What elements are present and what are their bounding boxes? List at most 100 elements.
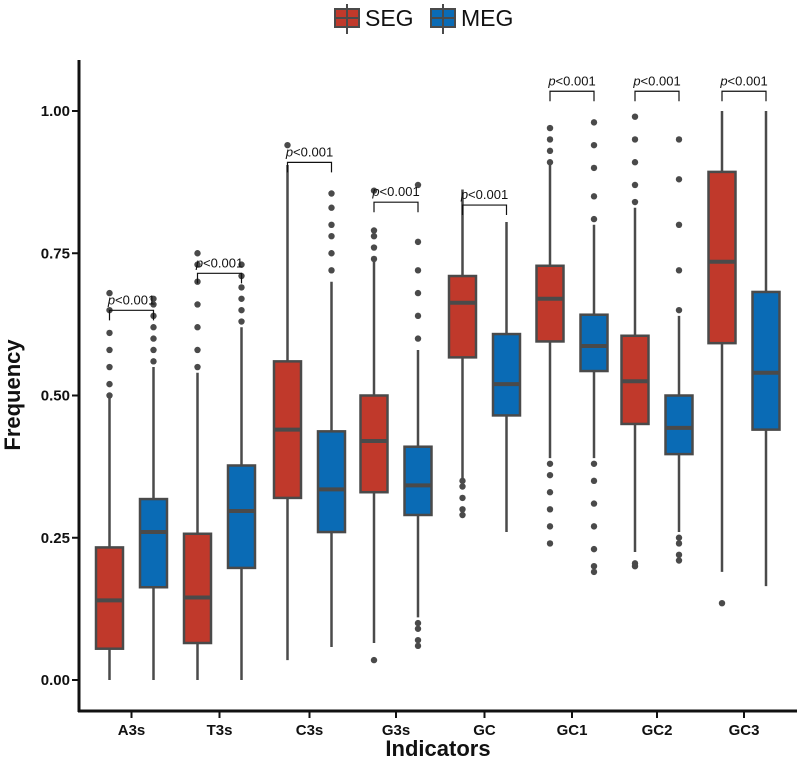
outlier-point <box>590 523 598 530</box>
box-body <box>316 430 347 534</box>
outlier-point <box>590 215 598 223</box>
box-body <box>447 274 478 359</box>
outlier-point <box>675 306 683 314</box>
outlier-point <box>546 523 554 530</box>
outlier-point <box>590 477 598 485</box>
seg-box-gc3 <box>707 111 737 607</box>
outlier-point <box>459 494 466 502</box>
outlier-point <box>675 557 683 564</box>
x-tick-label: A3s <box>118 722 146 739</box>
outlier-point <box>106 329 113 337</box>
outlier-point <box>106 392 113 399</box>
significance-bracket: p<0.001 <box>107 292 155 321</box>
significance-bracket: p<0.001 <box>285 144 333 173</box>
y-axis-title: Frequency <box>0 339 25 451</box>
outlier-point <box>546 506 554 513</box>
significance-bracket: p<0.001 <box>371 184 420 213</box>
outlier-point <box>414 238 422 246</box>
bracket-line <box>461 204 508 216</box>
bracket-line <box>373 201 419 213</box>
outlier-point <box>590 563 598 570</box>
seg-box-gc2 <box>620 113 650 570</box>
seg-box-gc1 <box>535 124 565 547</box>
legend-item-seg: SEG <box>334 4 414 34</box>
outlier-point <box>414 642 422 650</box>
significance-bracket: p<0.001 <box>460 187 508 216</box>
x-tick-label: GC2 <box>642 722 673 739</box>
significance-bracket: p<0.001 <box>632 73 681 102</box>
outlier-point <box>150 335 157 342</box>
outlier-point <box>150 358 157 365</box>
outlier-point <box>194 261 201 268</box>
outlier-point <box>459 511 466 519</box>
meg-box-t3s <box>226 261 257 680</box>
outlier-point <box>150 301 157 308</box>
outlier-point <box>675 176 683 183</box>
x-tick-label: GC3 <box>729 722 760 739</box>
outlier-point <box>106 363 113 371</box>
significance-bracket: p<0.001 <box>547 73 596 102</box>
outlier-point <box>106 346 113 354</box>
outlier-point <box>631 113 639 120</box>
x-axis-title: Indicators <box>385 736 490 761</box>
outlier-point <box>546 159 554 166</box>
outlier-point <box>328 267 335 274</box>
outlier-point <box>675 267 683 274</box>
box-body <box>226 464 257 570</box>
outlier-point <box>328 221 335 228</box>
box-body <box>491 332 522 417</box>
legend-label-seg: SEG <box>365 4 414 31</box>
meg-box-gc2 <box>664 136 694 564</box>
outlier-point <box>631 560 639 567</box>
seg-box-t3s <box>182 250 213 680</box>
outlier-point <box>150 346 157 354</box>
outlier-point <box>194 346 201 354</box>
legend-key-meg <box>430 4 456 34</box>
outlier-point <box>590 193 598 200</box>
outlier-point <box>590 164 598 172</box>
outlier-point <box>590 568 598 576</box>
x-tick-label: GC1 <box>557 722 588 739</box>
bracket-line <box>721 90 767 102</box>
outlier-point <box>370 656 378 664</box>
outlier-point <box>370 187 378 194</box>
significance-bracket: p<0.001 <box>195 255 243 284</box>
outlier-point <box>590 119 598 126</box>
bracket-line <box>549 90 595 102</box>
outlier-point <box>284 141 291 149</box>
legend-item-meg: MEG <box>430 4 514 34</box>
outlier-point <box>459 477 466 485</box>
outlier-point <box>675 540 683 547</box>
outlier-point <box>414 181 422 189</box>
outlier-point <box>238 306 245 314</box>
outlier-point <box>370 232 378 240</box>
outlier-point <box>194 324 201 331</box>
outlier-point <box>718 599 726 607</box>
bracket-line <box>634 90 680 102</box>
p-value-label: p<0.001 <box>285 144 333 159</box>
box-body <box>359 394 389 494</box>
outlier-point <box>414 625 422 632</box>
box-body <box>94 546 125 650</box>
seg-box-c3s <box>272 141 303 661</box>
outlier-point <box>414 289 422 297</box>
outlier-point <box>546 136 554 143</box>
box-body <box>535 264 565 343</box>
bracket-line <box>108 309 155 321</box>
outlier-point <box>631 136 639 143</box>
meg-box-gc1 <box>579 119 609 576</box>
outlier-point <box>238 318 245 325</box>
p-value-label: p<0.001 <box>195 255 243 270</box>
significance-bracket: p<0.001 <box>719 73 768 102</box>
legend-label-meg: MEG <box>461 4 514 31</box>
outlier-point <box>590 500 598 507</box>
meg-box-c3s <box>316 190 347 647</box>
meg-box-gc <box>491 221 522 533</box>
outlier-point <box>194 301 201 308</box>
x-tick-label: G3s <box>382 722 410 739</box>
outlier-point <box>238 295 245 302</box>
outlier-point <box>194 250 201 257</box>
bracket-line <box>286 161 333 173</box>
outlier-point <box>546 489 554 496</box>
